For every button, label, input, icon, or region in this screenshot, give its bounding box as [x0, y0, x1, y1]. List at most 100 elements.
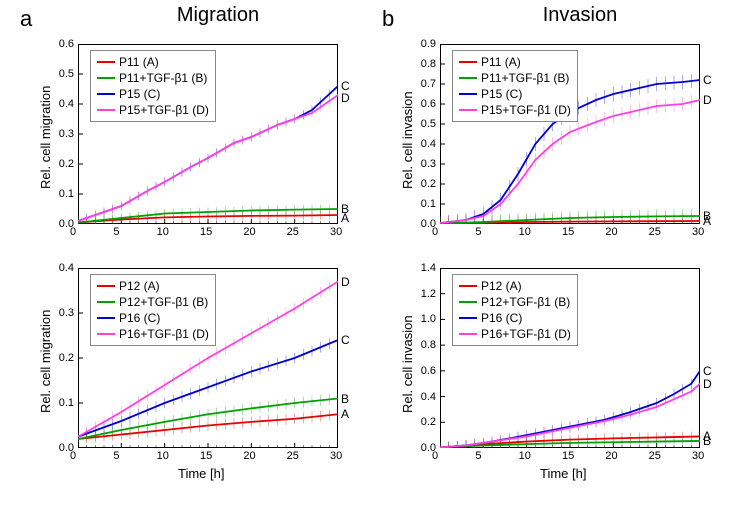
legend-item: P15+TGF-β1 (D) [97, 102, 209, 118]
xtick-label: 10 [519, 226, 531, 238]
xtick-label: 25 [287, 450, 299, 462]
ytick-label: 0.6 [412, 365, 436, 377]
xtick-label: 20 [605, 450, 617, 462]
legend-label: P15 (C) [481, 86, 522, 103]
xtick-label: 25 [649, 450, 661, 462]
series-end-label: D [703, 377, 712, 391]
legend-item: P11+TGF-β1 (B) [459, 70, 571, 86]
legend-label: P11 (A) [119, 54, 159, 71]
ytick-label: 0.5 [412, 118, 436, 130]
legend-item: P11 (A) [97, 54, 209, 70]
series-end-label: B [341, 392, 349, 406]
legend-swatch [97, 317, 115, 320]
legend-item: P12 (A) [97, 278, 209, 294]
xtick-label: 0 [70, 226, 76, 238]
xtick-label: 10 [519, 450, 531, 462]
xtick-label: 30 [692, 450, 704, 462]
xtick-label: 5 [475, 450, 481, 462]
legend-item: P16+TGF-β1 (D) [459, 326, 571, 342]
ytick-label: 0.1 [50, 188, 74, 200]
ytick-label: 0.2 [412, 416, 436, 428]
xtick-label: 20 [605, 226, 617, 238]
legend-item: P15 (C) [97, 86, 209, 102]
legend-item: P16 (C) [97, 310, 209, 326]
legend-swatch [97, 77, 115, 80]
legend-label: P11+TGF-β1 (B) [481, 70, 569, 87]
xtick-label: 20 [243, 450, 255, 462]
legend-swatch [459, 93, 477, 96]
legend-swatch [97, 301, 115, 304]
series-end-label: D [341, 275, 350, 289]
legend-label: P16+TGF-β1 (D) [119, 326, 209, 343]
series-end-label: D [703, 93, 712, 107]
xtick-label: 5 [113, 450, 119, 462]
legend-swatch [459, 77, 477, 80]
xtick-label: 0 [70, 450, 76, 462]
xtick-label: 5 [475, 226, 481, 238]
legend-label: P15+TGF-β1 (D) [481, 102, 571, 119]
legend-swatch [97, 61, 115, 64]
ytick-label: 1.2 [412, 288, 436, 300]
legend-swatch [97, 333, 115, 336]
legend-item: P12+TGF-β1 (B) [97, 294, 209, 310]
column-title-migration: Migration [108, 4, 328, 27]
legend-label: P12 (A) [481, 278, 522, 295]
xtick-label: 5 [113, 226, 119, 238]
legend-item: P11 (A) [459, 54, 571, 70]
xtick-label: 10 [157, 226, 169, 238]
legend-swatch [459, 285, 477, 288]
xtick-label: 20 [243, 226, 255, 238]
legend-item: P15 (C) [459, 86, 571, 102]
xtick-label: 15 [200, 450, 212, 462]
ytick-label: 0.4 [50, 98, 74, 110]
series-end-label: A [703, 214, 711, 228]
legend-item: P16 (C) [459, 310, 571, 326]
xtick-label: 15 [562, 226, 574, 238]
series-end-label: A [341, 407, 349, 421]
legend-label: P16+TGF-β1 (D) [481, 326, 571, 343]
legend: P11 (A)P11+TGF-β1 (B)P15 (C)P15+TGF-β1 (… [452, 50, 578, 122]
legend-swatch [459, 109, 477, 112]
column-title-invasion: Invasion [470, 4, 690, 27]
legend: P12 (A)P12+TGF-β1 (B)P16 (C)P16+TGF-β1 (… [90, 274, 216, 346]
legend-item: P12+TGF-β1 (B) [459, 294, 571, 310]
ytick-label: 0.2 [50, 158, 74, 170]
ylabel: Rel. cell migration [38, 86, 53, 189]
legend-swatch [97, 109, 115, 112]
xtick-label: 10 [157, 450, 169, 462]
legend-label: P16 (C) [119, 310, 160, 327]
ytick-label: 0.6 [50, 38, 74, 50]
ytick-label: 0.1 [50, 397, 74, 409]
xtick-label: 30 [330, 226, 342, 238]
legend-label: P12+TGF-β1 (B) [481, 294, 570, 311]
legend-item: P12 (A) [459, 278, 571, 294]
legend-swatch [459, 317, 477, 320]
ytick-label: 0.2 [412, 178, 436, 190]
ytick-label: 0.5 [50, 68, 74, 80]
legend-item: P16+TGF-β1 (D) [97, 326, 209, 342]
legend-label: P12 (A) [119, 278, 160, 295]
ytick-label: 0.3 [50, 128, 74, 140]
legend-item: P11+TGF-β1 (B) [97, 70, 209, 86]
xtick-label: 0 [432, 226, 438, 238]
legend-label: P11 (A) [481, 54, 521, 71]
legend-swatch [459, 61, 477, 64]
legend-label: P16 (C) [481, 310, 522, 327]
series-end-label: C [341, 333, 350, 347]
ytick-label: 1.4 [412, 262, 436, 274]
ylabel: Rel. cell invasion [400, 315, 415, 413]
ytick-label: 0.4 [412, 138, 436, 150]
ytick-label: 0.6 [412, 98, 436, 110]
xtick-label: 25 [287, 226, 299, 238]
ytick-label: 0.3 [412, 158, 436, 170]
ytick-label: 0.2 [50, 352, 74, 364]
legend-item: P15+TGF-β1 (D) [459, 102, 571, 118]
panel-letter-b: b [382, 6, 394, 32]
ytick-label: 0.4 [50, 262, 74, 274]
legend-swatch [459, 301, 477, 304]
ytick-label: 0.3 [50, 307, 74, 319]
ytick-label: 0.4 [412, 391, 436, 403]
ytick-label: 1.0 [412, 313, 436, 325]
xlabel: Time [h] [540, 466, 586, 481]
ytick-label: 0.7 [412, 78, 436, 90]
